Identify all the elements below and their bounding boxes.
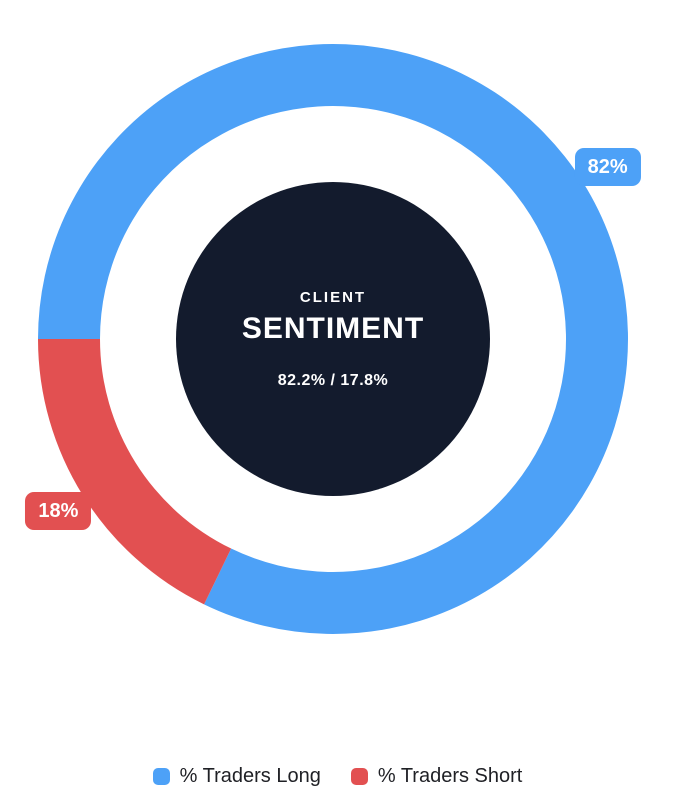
legend-swatch-short-icon	[350, 767, 368, 785]
slice-callout-short: 18%	[25, 491, 92, 530]
legend-item-traders-short[interactable]: % Traders Short	[350, 764, 523, 788]
legend-item-traders-long[interactable]: % Traders Long	[152, 764, 321, 788]
center-title: SENTIMENT	[241, 311, 425, 345]
legend-label-traders-long: % Traders Long	[179, 765, 321, 787]
chart-legend: % Traders Long % Traders Short	[0, 764, 675, 788]
center-disc: CLIENT SENTIMENT 82.2% / 17.8%	[176, 182, 490, 496]
slice-callout-long: 82%	[574, 148, 641, 187]
legend-label-traders-short: % Traders Short	[377, 765, 523, 787]
center-kicker: CLIENT	[299, 288, 367, 306]
center-ratio-value: 82.2% / 17.8%	[277, 371, 389, 389]
legend-swatch-long-icon	[152, 767, 170, 785]
donut-slice-traders-short[interactable]	[38, 339, 232, 605]
